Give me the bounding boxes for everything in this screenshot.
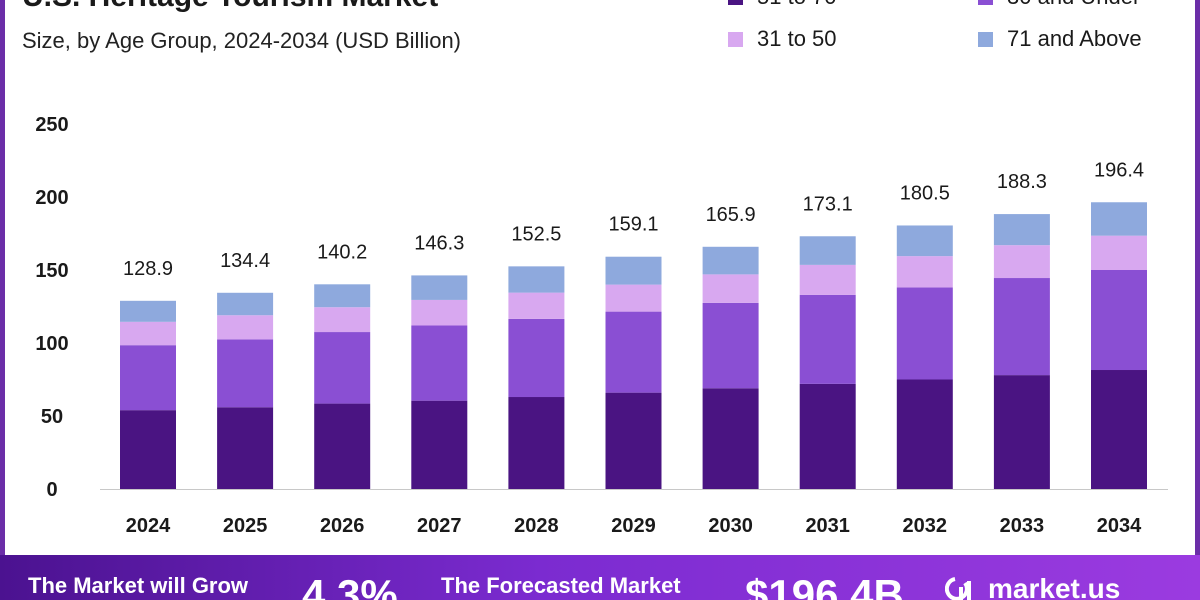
legend-item-30-and-under: 30 and Under xyxy=(978,0,1140,10)
bar-segment xyxy=(120,321,176,346)
bar-segment xyxy=(896,225,953,257)
bar-segment xyxy=(120,300,176,322)
bar-total-label: 134.4 xyxy=(220,250,270,272)
bar-segment xyxy=(411,275,468,300)
legend-item-71-and-above: 71 and Above xyxy=(978,26,1142,52)
x-tick-label: 2028 xyxy=(514,515,559,537)
bar-segment xyxy=(993,214,1050,246)
x-tick-label: 2033 xyxy=(1000,515,1045,537)
bar-segment xyxy=(896,287,953,380)
bar-total-label: 140.2 xyxy=(317,241,367,263)
bar-segment xyxy=(1091,235,1147,270)
bar-total-label: 173.1 xyxy=(803,193,853,215)
bar-segment xyxy=(411,299,468,326)
bar-segment xyxy=(799,383,856,489)
bar-total-label: 128.9 xyxy=(123,258,173,280)
forecast-value: $196.4B xyxy=(745,571,904,600)
bar-segment xyxy=(120,410,176,489)
x-tick-label: 2029 xyxy=(611,515,656,537)
y-tick-label: 100 xyxy=(35,333,68,355)
x-tick-label: 2031 xyxy=(805,515,850,537)
bar-segment xyxy=(411,325,468,401)
bar-total-label: 180.5 xyxy=(900,182,950,204)
bar-segment xyxy=(993,278,1050,376)
bar-segment xyxy=(799,236,856,265)
y-tick-label: 250 xyxy=(35,114,68,136)
bar-segment xyxy=(217,292,274,316)
y-tick-label: 0 xyxy=(46,479,57,501)
bar-segment xyxy=(799,294,856,384)
bar-segment xyxy=(508,318,565,398)
y-tick-label: 200 xyxy=(35,187,68,209)
bar-segment xyxy=(702,388,759,489)
bar-segment xyxy=(217,339,274,408)
legend-label: 30 and Under xyxy=(1007,0,1140,10)
x-tick-label: 2034 xyxy=(1097,515,1142,537)
bar-total-label: 165.9 xyxy=(706,204,756,226)
left-frame-border xyxy=(0,0,5,555)
bar-segment xyxy=(1091,202,1147,236)
bar-segment xyxy=(993,375,1050,489)
bar-segment xyxy=(120,345,176,411)
market-us-logo-icon xyxy=(945,577,971,600)
legend-swatch xyxy=(978,31,993,47)
forecast-text: The Forecasted Market xyxy=(441,573,681,598)
bar-segment xyxy=(314,307,371,333)
bar-segment xyxy=(411,400,468,489)
footer-banner: The Market will Grow 4.3% The Forecasted… xyxy=(0,555,1200,600)
cagr-value: 4.3% xyxy=(302,571,398,600)
bar-total-label: 159.1 xyxy=(608,214,658,236)
brand-name: market.us xyxy=(988,573,1121,600)
right-frame-border xyxy=(1195,0,1200,555)
y-tick-label: 50 xyxy=(41,406,63,428)
bar-segment xyxy=(217,407,274,489)
bar-segment xyxy=(508,397,565,489)
bar-segment xyxy=(993,245,1050,279)
y-tick-label: 150 xyxy=(35,260,68,282)
bar-segment xyxy=(508,266,565,293)
bar-segment xyxy=(605,311,662,393)
x-tick-label: 2024 xyxy=(126,515,171,537)
x-tick-label: 2027 xyxy=(417,515,462,537)
legend-swatch xyxy=(728,31,743,47)
bar-segment xyxy=(702,274,759,303)
bar-segment xyxy=(314,403,371,489)
bar-total-label: 152.5 xyxy=(511,223,561,245)
bar-segment xyxy=(314,284,371,308)
legend-swatch xyxy=(728,0,743,5)
bar-segment xyxy=(605,284,662,312)
bar-total-label: 196.4 xyxy=(1094,159,1144,181)
x-tick-label: 2026 xyxy=(320,515,365,537)
bar-total-label: 146.3 xyxy=(414,232,464,254)
bar-segment xyxy=(605,392,662,489)
bar-segment xyxy=(702,246,759,275)
legend-swatch xyxy=(978,0,993,5)
chart-title: U.S. Heritage Tourism Market xyxy=(22,0,438,14)
x-tick-label: 2032 xyxy=(903,515,948,537)
bar-segment xyxy=(896,379,953,489)
bar-segment xyxy=(314,332,371,404)
x-tick-label: 2030 xyxy=(708,515,753,537)
legend-label: 31 to 50 xyxy=(757,26,837,51)
legend-label: 71 and Above xyxy=(1007,26,1142,51)
bar-segment xyxy=(508,292,565,319)
market-grow-text: The Market will Grow xyxy=(28,573,249,598)
legend-label: 51 to 70 xyxy=(757,0,837,10)
bar-segment xyxy=(605,256,662,285)
bar-segment xyxy=(1091,270,1147,371)
bar-segment xyxy=(896,256,953,288)
bar-segment xyxy=(799,264,856,295)
x-tick-label: 2025 xyxy=(223,515,268,537)
bar-segment xyxy=(1091,370,1147,489)
legend-item-51-to-70: 51 to 70 xyxy=(728,0,837,10)
legend-item-31-to-50: 31 to 50 xyxy=(728,26,837,52)
bar-segment xyxy=(217,315,274,340)
bar-total-label: 188.3 xyxy=(997,171,1047,193)
chart-subtitle: Size, by Age Group, 2024-2034 (USD Billi… xyxy=(22,28,462,53)
stacked-bar-chart: 0 50 100 150 200 250 128.9 2024 134.4 2025 140.2 20… xyxy=(35,114,1168,537)
bar-segment xyxy=(702,302,759,389)
